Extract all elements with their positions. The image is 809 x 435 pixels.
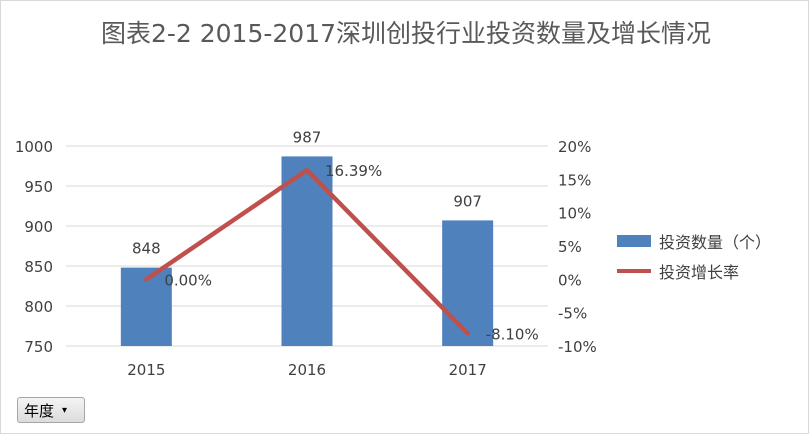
line-data-label: 0.00% [164, 271, 212, 289]
legend-item-bar: 投资数量（个） [617, 229, 771, 253]
x-tick-label: 2016 [288, 361, 326, 379]
dropdown-arrow-icon: ▾ [62, 404, 68, 416]
y-left-tick-label: 1000 [15, 138, 53, 156]
legend-swatch-line [617, 269, 651, 273]
legend-label-line: 投资增长率 [659, 263, 740, 282]
y-right-tick-label: 5% [558, 238, 582, 256]
field-filter-label: 年度 [24, 401, 55, 420]
y-right-tick-label: -10% [558, 338, 597, 356]
y-left-tick-label: 800 [24, 298, 53, 316]
bar-data-label: 907 [453, 192, 482, 210]
bar [442, 220, 494, 346]
line-point [305, 168, 309, 173]
y-left-tick-label: 750 [24, 338, 53, 356]
line-data-label: -8.10% [486, 325, 539, 343]
legend-swatch-bar [617, 235, 651, 247]
y-left-tick-label: 900 [24, 218, 53, 236]
y-right-tick-label: -5% [558, 305, 587, 323]
y-left-tick-label: 850 [24, 258, 53, 276]
line-point [144, 277, 149, 282]
legend-label-bar: 投资数量（个） [659, 233, 772, 252]
y-right-tick-label: 15% [558, 171, 591, 189]
x-tick-label: 2017 [449, 361, 487, 379]
legend-item-line: 投资增长率 [617, 259, 771, 283]
bar-data-label: 848 [132, 240, 161, 258]
field-filter-button[interactable]: 年度 ▾ [17, 397, 85, 423]
x-tick-label: 2015 [127, 361, 165, 379]
bar-data-label: 987 [293, 128, 322, 146]
legend: 投资数量（个） 投资增长率 [617, 229, 771, 289]
y-right-tick-label: 0% [558, 271, 582, 289]
line-data-label: 16.39% [325, 162, 382, 180]
chart-title: 图表2-2 2015-2017深圳创投行业投资数量及增长情况 [100, 19, 712, 48]
line-point [465, 331, 470, 336]
y-left-tick-label: 950 [24, 178, 53, 196]
y-right-tick-label: 10% [558, 205, 591, 223]
y-right-tick-label: 20% [558, 138, 591, 156]
